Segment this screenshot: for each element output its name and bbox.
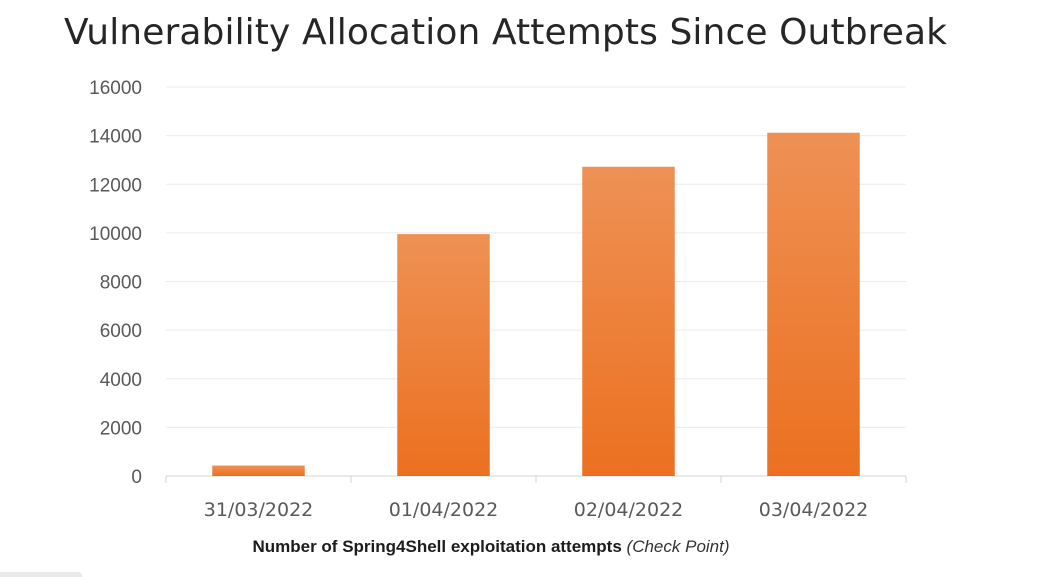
y-tick-label: 14000 — [89, 127, 142, 148]
y-tick-label: 12000 — [89, 175, 142, 196]
bar — [212, 465, 305, 476]
bar — [397, 234, 490, 476]
y-tick-label: 10000 — [89, 224, 142, 245]
y-tick-label: 8000 — [100, 273, 142, 294]
scrollbar-stub — [0, 572, 82, 577]
caption-text: Number of Spring4Shell exploitation atte… — [252, 537, 622, 556]
chart-title: Vulnerability Allocation Attempts Since … — [64, 12, 947, 53]
y-tick-label: 2000 — [100, 418, 142, 439]
y-tick-label: 6000 — [100, 321, 142, 342]
x-axis-tick-labels: 31/03/2022 01/04/2022 02/04/2022 03/04/2022 — [204, 499, 869, 521]
x-tick-label: 02/04/2022 — [574, 499, 684, 521]
bar — [582, 166, 675, 476]
x-tick-label: 01/04/2022 — [389, 499, 499, 521]
y-tick-label: 16000 — [89, 78, 142, 99]
x-tick-label: 31/03/2022 — [204, 499, 314, 521]
x-tick-label: 03/04/2022 — [759, 499, 869, 521]
y-tick-label: 4000 — [100, 370, 142, 391]
caption-source: (Check Point) — [626, 537, 730, 556]
figure-caption: Number of Spring4Shell exploitation atte… — [0, 537, 982, 557]
y-axis-tick-labels: 0 2000 4000 6000 8000 10000 12000 14000 16000 — [89, 78, 142, 488]
bars — [212, 132, 860, 476]
bar-chart: Vulnerability Allocation Attempts Since … — [64, 12, 948, 521]
bar — [767, 132, 860, 476]
y-tick-label: 0 — [131, 467, 142, 488]
